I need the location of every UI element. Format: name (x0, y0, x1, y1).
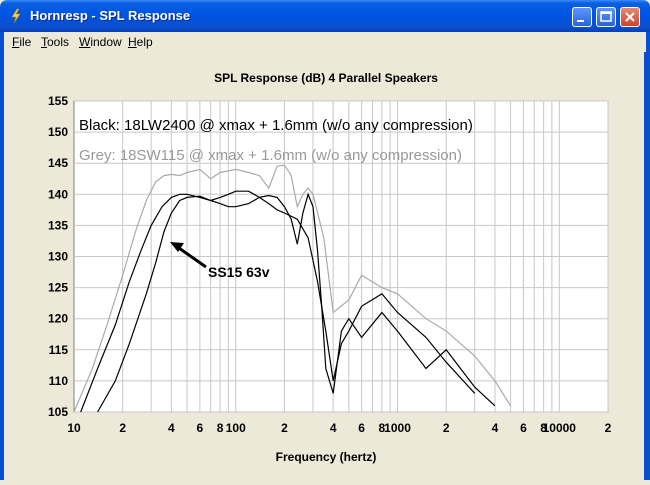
x-axis-label: Frequency (hertz) (276, 450, 377, 464)
maximize-icon (600, 11, 612, 22)
x-tick-label: 100 (226, 421, 246, 435)
x-tick-label: 2 (281, 421, 288, 435)
chart-title: SPL Response (dB) 4 Parallel Speakers (214, 71, 438, 85)
annotation-ss15: SS15 63v (208, 264, 270, 280)
menu-file[interactable]: File (12, 35, 31, 49)
y-tick-labels: 155 150 145 140 135 130 125 120 115 110 105 (48, 94, 68, 419)
x-tick-label: 2 (605, 421, 612, 435)
x-tick-label: 4 (330, 421, 337, 435)
grid-lines (74, 100, 609, 413)
x-tick-label: 4 (168, 421, 175, 435)
legend-annotation-grey: Grey: 18SW115 @ xmax + 1.6mm (w/o any co… (79, 147, 462, 164)
chart-area: SPL Response (dB) 4 Parallel Speakers Fr… (4, 52, 642, 480)
menu-window[interactable]: Window (79, 35, 122, 49)
x-tick-label: 1000 (384, 421, 411, 435)
menu-bar: File Tools Window Help (4, 32, 646, 52)
y-tick-label: 115 (49, 343, 69, 357)
close-button[interactable] (620, 7, 640, 27)
menu-window-mnemonic: W (79, 35, 91, 49)
y-tick-label: 110 (49, 374, 69, 388)
minimize-button[interactable] (572, 7, 592, 27)
y-tick-label: 130 (48, 250, 68, 264)
y-tick-label: 155 (48, 94, 68, 108)
x-tick-label: 2 (119, 421, 126, 435)
maximize-button[interactable] (596, 7, 616, 27)
y-tick-label: 120 (48, 312, 68, 326)
window-frame-left (0, 32, 4, 480)
window-frame-right (644, 32, 650, 480)
menu-tools-label: ools (47, 35, 70, 49)
x-tick-label: 8 (217, 421, 224, 435)
menu-help-label: elp (136, 35, 153, 49)
menu-window-label: indow (90, 35, 122, 49)
menu-tools-mnemonic: T (41, 35, 47, 49)
y-tick-label: 140 (48, 187, 68, 201)
menu-file-mnemonic: F (12, 35, 20, 49)
x-tick-label: 10 (67, 421, 81, 435)
x-tick-label: 8 (379, 421, 386, 435)
x-tick-label: 6 (197, 421, 204, 435)
x-tick-label: 6 (520, 421, 527, 435)
y-tick-label: 145 (48, 156, 68, 170)
series-line-1 (80, 193, 476, 413)
y-tick-label: 125 (48, 281, 68, 295)
close-icon (625, 12, 635, 22)
series-line-0 (97, 190, 496, 413)
y-tick-label: 105 (48, 405, 68, 419)
menu-tools[interactable]: Tools (41, 35, 69, 49)
y-tick-label: 135 (48, 218, 68, 232)
x-tick-label: 2 (443, 421, 450, 435)
legend-annotation-black: Black: 18LW2400 @ xmax + 1.6mm (w/o any … (79, 117, 473, 134)
app-icon (11, 8, 21, 24)
x-tick-label: 10000 (543, 421, 577, 435)
minimize-icon (577, 20, 584, 22)
spl-response-chart: SPL Response (dB) 4 Parallel Speakers Fr… (48, 71, 612, 464)
x-tick-label: 4 (492, 421, 499, 435)
annotation-arrow (170, 242, 207, 269)
series-line-2 (73, 164, 512, 413)
menu-help-mnemonic: H (128, 35, 137, 49)
window-title: Hornresp - SPL Response (30, 8, 191, 23)
x-tick-label: 8 (540, 421, 547, 435)
series-lines (73, 164, 512, 413)
y-tick-label: 150 (48, 125, 68, 139)
title-bar[interactable]: Hornresp - SPL Response (0, 0, 650, 32)
menu-help[interactable]: Help (128, 35, 153, 49)
menu-file-label: ile (19, 35, 32, 49)
x-tick-label: 6 (358, 421, 365, 435)
